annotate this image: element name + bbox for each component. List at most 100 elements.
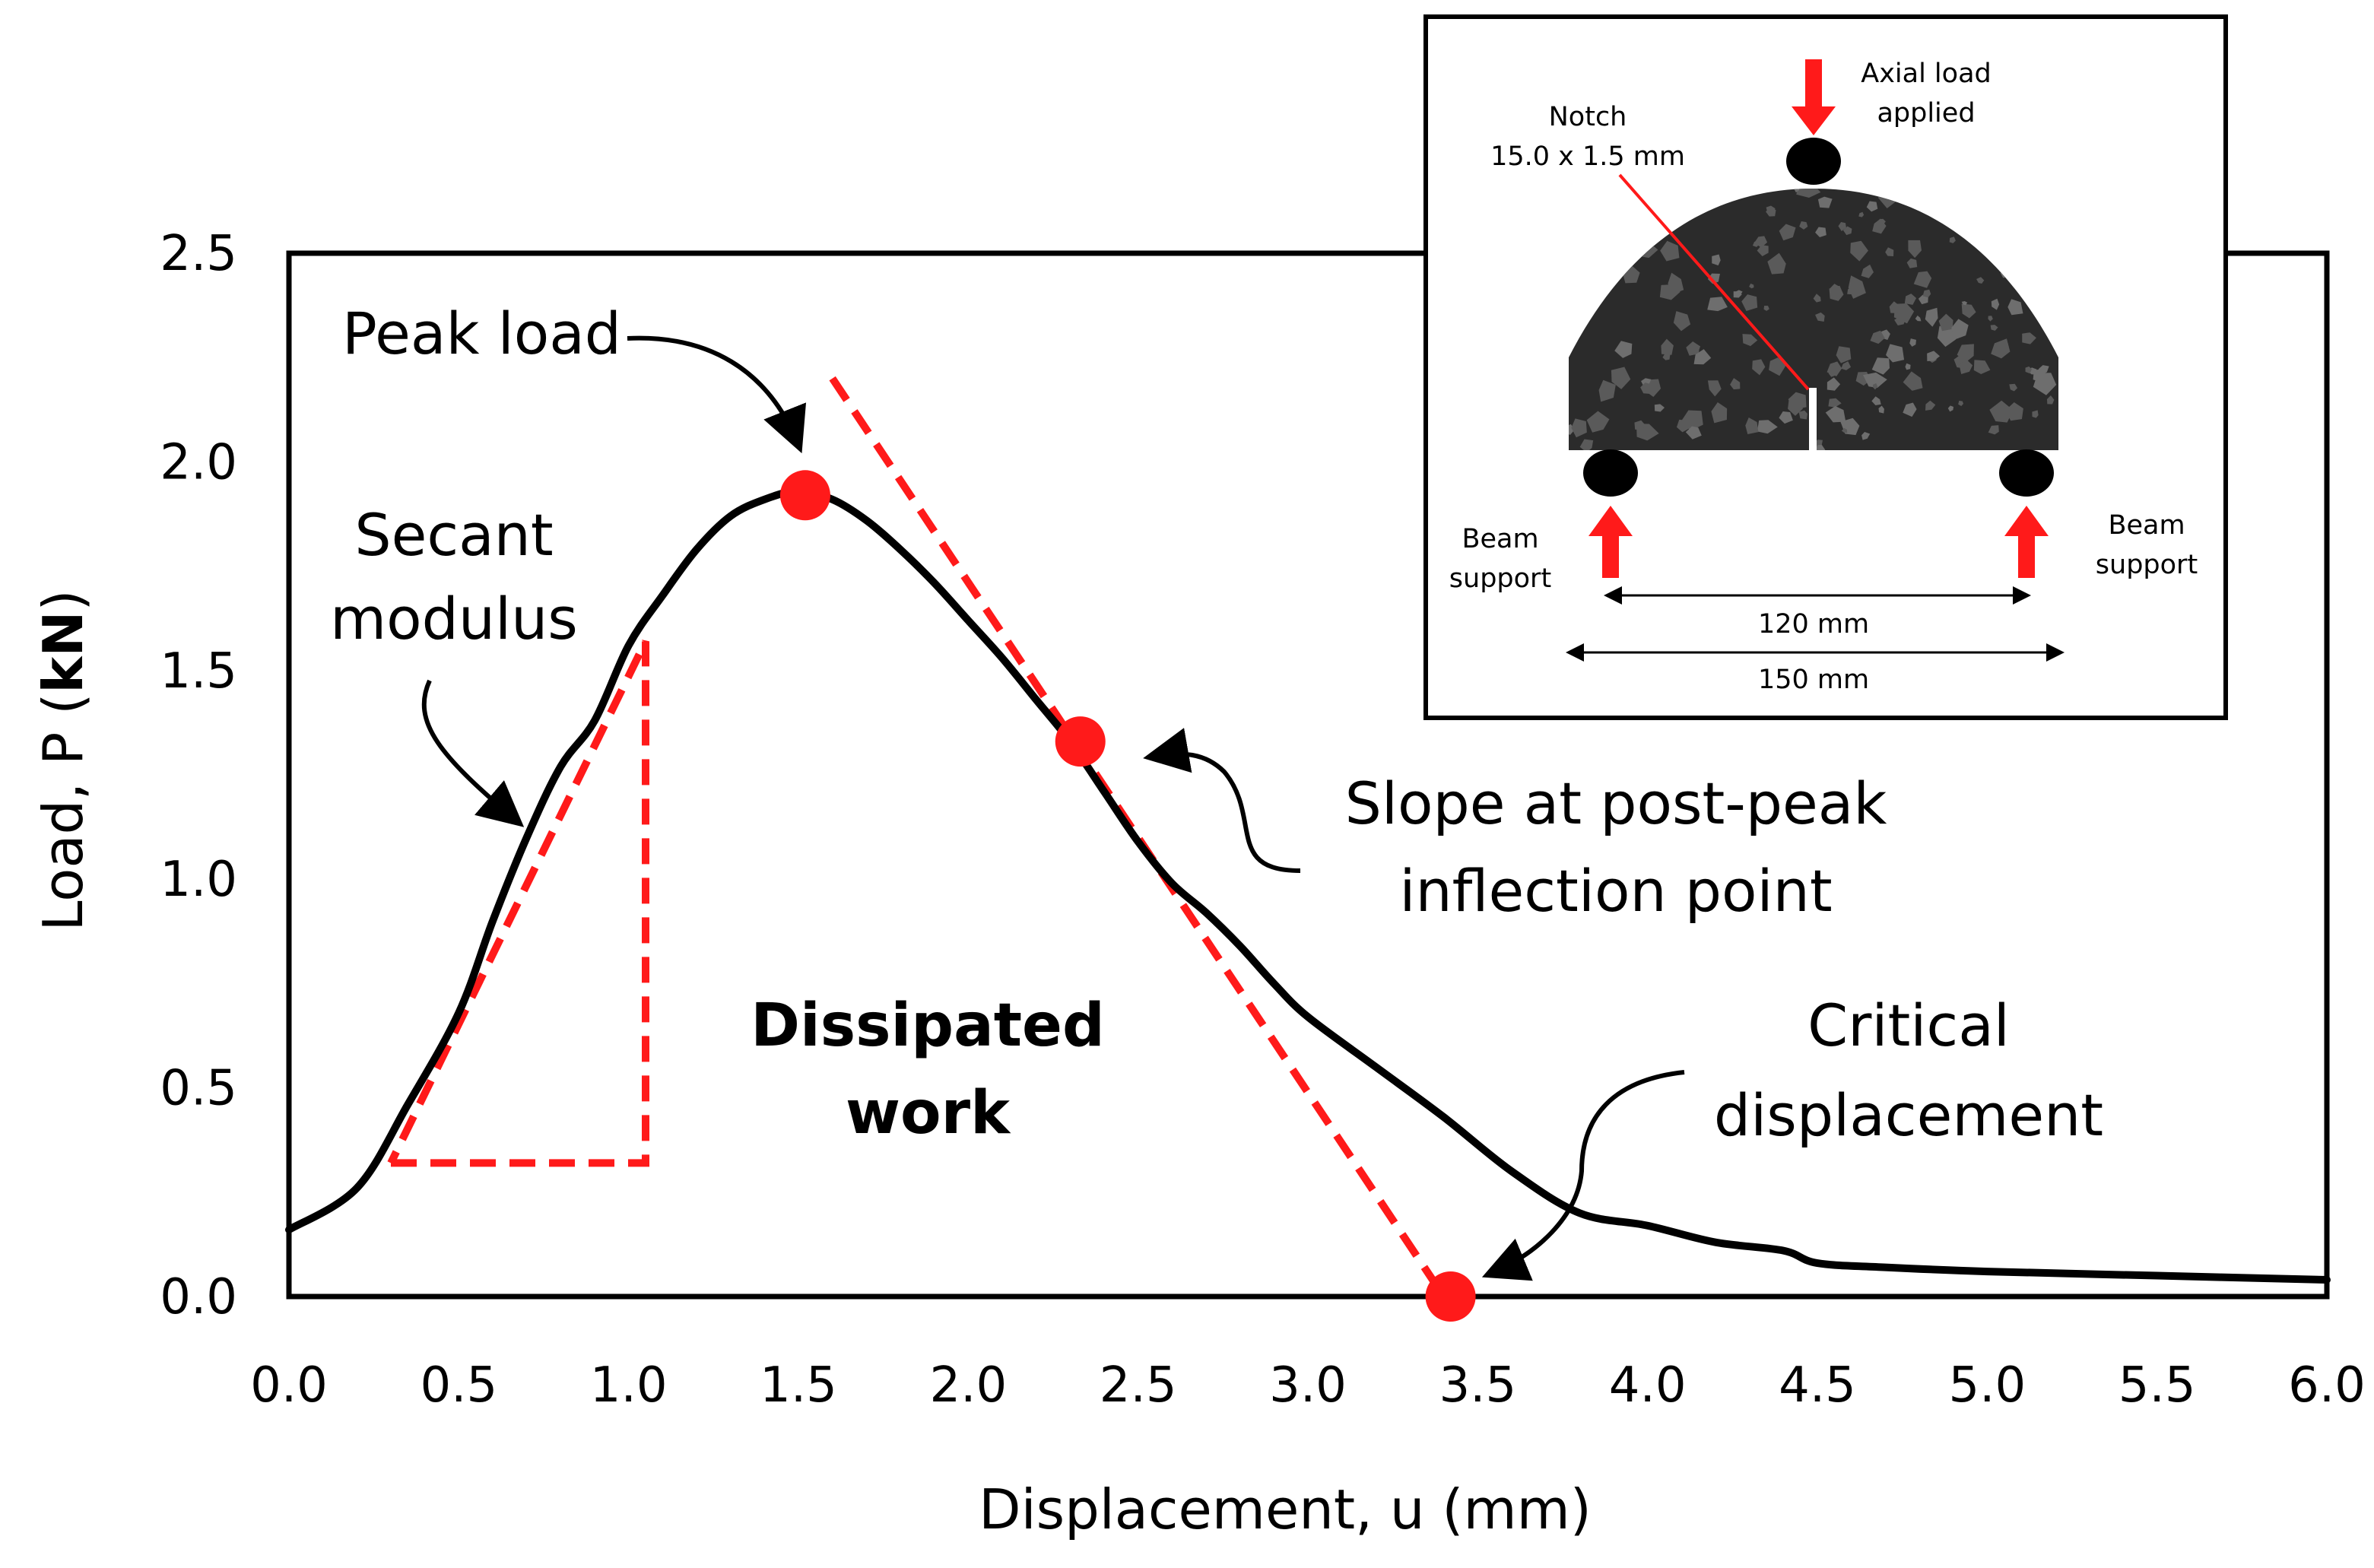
aggregate-particle [2032, 410, 2039, 418]
y-tick-label: 1.0 [160, 852, 237, 908]
aggregate-particle [1586, 411, 1610, 433]
left-support-label: Beam support [1449, 524, 1551, 594]
aggregate-particle [1827, 377, 1841, 391]
aggregate-particle [2025, 366, 2032, 374]
aggregate-particle [2005, 402, 2023, 421]
critical-displacement-point [1425, 1271, 1476, 1322]
secant-modulus-triangle [387, 640, 649, 1167]
axial-load-label: Axial load applied [1861, 59, 1991, 129]
aggregate-particle [1685, 426, 1702, 440]
x-tick-label: 1.5 [760, 1357, 837, 1414]
x-axis-label: Displacement, u (mm) [979, 1478, 1592, 1541]
aggregate-particle [1757, 245, 1769, 256]
peak-load-point [779, 470, 830, 521]
aggregate-particle [1938, 313, 1953, 332]
aggregate-particle [1973, 360, 1991, 375]
x-tick-label: 2.0 [929, 1357, 1007, 1414]
aggregate-particle [2033, 373, 2057, 395]
inset-diagram: Notch 15.0 x 1.5 mm Axial load applied Bea… [1423, 14, 2228, 720]
aggregate-particle [1745, 417, 1759, 434]
aggregate-particle [1681, 410, 1703, 431]
inflection-slope-label: Slope at post-peak inflection point [1345, 770, 1887, 925]
aggregate-particle [1794, 189, 1800, 193]
aggregate-particle [1872, 383, 1878, 390]
left-support-roller [1583, 449, 1638, 497]
aggregate-particle [1878, 405, 1884, 414]
aggregate-particle [1961, 300, 1968, 306]
aggregate-particle [1879, 218, 1886, 225]
axial-load-arrow [1792, 59, 1836, 135]
aggregate-particle [1889, 301, 1900, 313]
aggregate-particle [1861, 431, 1871, 440]
peak-load-arrow [627, 335, 806, 454]
aggregate-particle [1863, 372, 1887, 388]
aggregate-particle [1885, 247, 1894, 257]
aggregate-particle [1571, 418, 1587, 438]
aggregate-particle [1908, 240, 1922, 259]
inflection-point [1055, 716, 1106, 767]
aggregate-particle [1957, 344, 1974, 363]
x-tick-label: 4.0 [1609, 1357, 1687, 1414]
aggregate-particle [1711, 402, 1728, 424]
aggregate-particle [1988, 316, 1993, 322]
loading-roller [1786, 138, 1841, 185]
aggregate-particle [1662, 353, 1671, 360]
aggregate-particle [1841, 361, 1852, 370]
aggregate-particle [1913, 271, 1932, 288]
aggregate-particle [1798, 410, 1807, 420]
aggregate-particle [1959, 359, 1973, 375]
critical-displacement-arrow [1481, 1070, 1685, 1281]
aggregate-particle [1988, 425, 1999, 435]
aggregate-particle [1866, 201, 1878, 212]
plot-frame [286, 250, 2330, 1300]
aggregate-particle [1579, 439, 1594, 450]
aggregate-particle [1905, 363, 1911, 370]
x-tick-label: 3.0 [1269, 1357, 1347, 1414]
load-displacement-curve [285, 487, 2331, 1284]
aggregate-particle [1815, 227, 1827, 238]
aggregate-particle [1841, 427, 1848, 433]
right-support-label: Beam support [2096, 510, 2198, 580]
peak-load-label: Peak load [342, 300, 621, 367]
aggregate-particle [1815, 312, 1825, 322]
right-support-roller [1999, 449, 2054, 497]
aggregate-particle [1825, 406, 1846, 423]
x-tick-label: 5.0 [1948, 1357, 2026, 1414]
aggregate-particle [1829, 285, 1844, 301]
aggregate-particle [1909, 338, 1916, 347]
y-tick-label: 2.5 [160, 226, 237, 282]
aggregate-particle [1813, 294, 1821, 303]
aggregate-particle [1766, 205, 1776, 214]
secant-modulus-arrow [421, 679, 525, 827]
aggregate-particle [2007, 299, 2023, 316]
aggregate-particle [1757, 420, 1778, 434]
aggregate-particle [1842, 226, 1852, 236]
aggregate-particle [1707, 273, 1720, 284]
y-tick-label: 0.0 [160, 1269, 237, 1325]
aggregate-particle [1989, 400, 2014, 423]
aggregate-particle [1733, 291, 1742, 298]
span-120-label: 120 mm [1758, 609, 1869, 640]
aggregate-particle [1903, 402, 1917, 417]
aggregate-particle [1903, 371, 1923, 391]
aggregate-particle [1763, 306, 1769, 311]
aggregate-particle [1937, 325, 1957, 348]
aggregate-particle [1925, 307, 1938, 327]
aggregate-particle [1779, 411, 1793, 424]
aggregate-particle [1990, 325, 1998, 331]
aggregate-particle [1660, 240, 1680, 262]
aggregate-particle [1828, 398, 1842, 408]
aggregate-particle [1788, 396, 1803, 416]
aggregate-particle [1707, 297, 1728, 312]
aggregate-particle [1712, 254, 1721, 266]
aggregate-particle [1688, 341, 1700, 356]
aggregate-particle [1850, 240, 1868, 262]
aggregate-particle [1634, 420, 1646, 430]
aggregate-particle [1894, 316, 1906, 326]
aggregate-particle [1614, 341, 1633, 358]
x-tick-label: 6.0 [2288, 1357, 2366, 1414]
x-tick-label: 2.5 [1100, 1357, 1177, 1414]
x-tick-label: 1.0 [590, 1357, 668, 1414]
critical-displacement-label: Critical displacement [1714, 992, 2103, 1149]
